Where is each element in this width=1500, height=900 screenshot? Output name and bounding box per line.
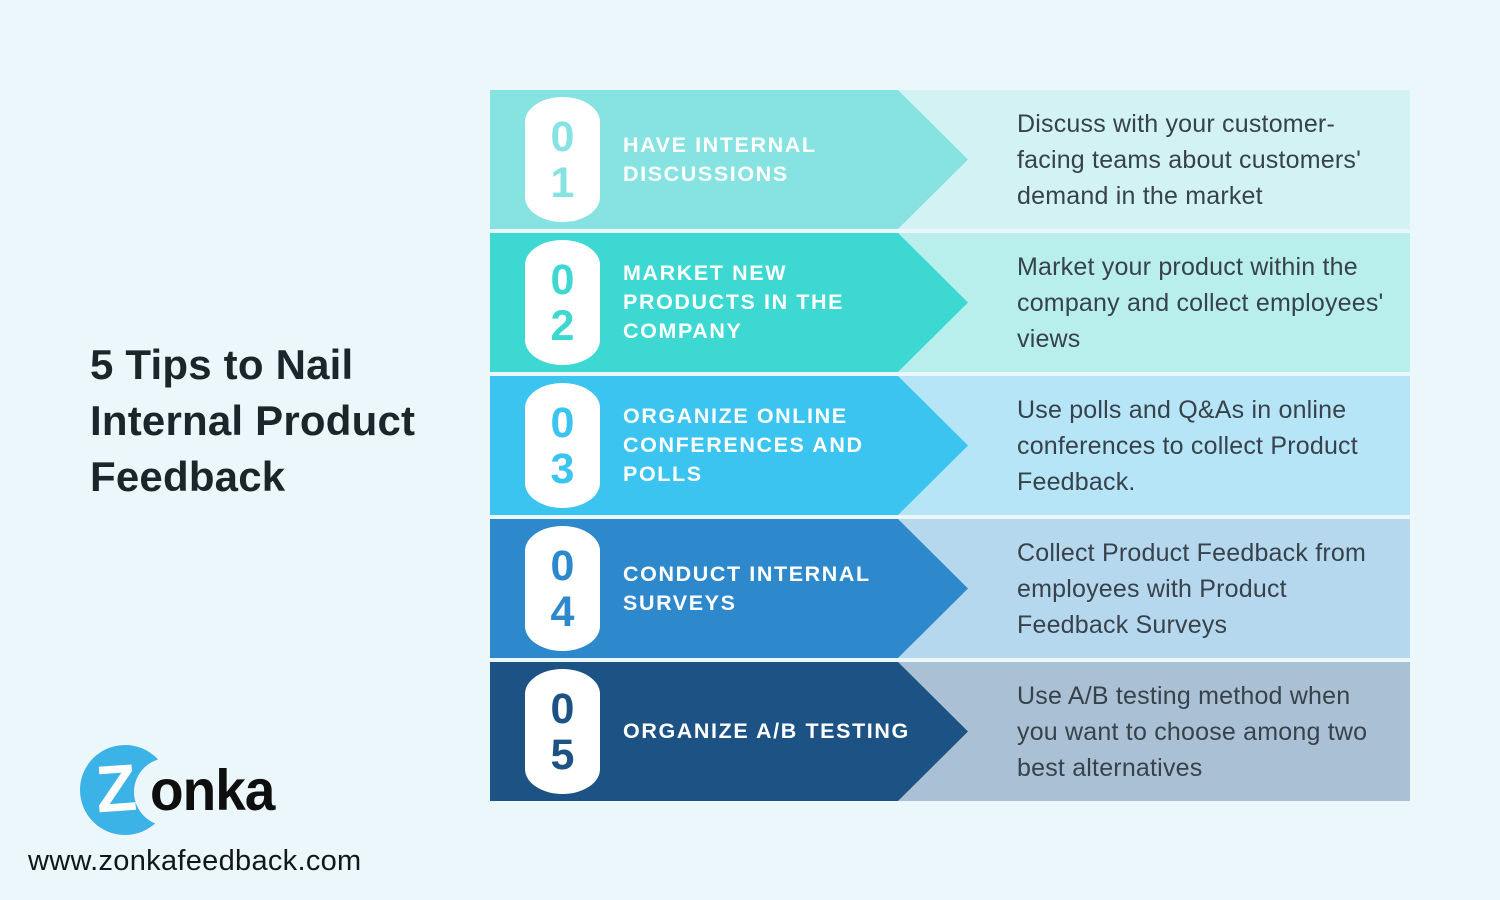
step-number-digit: 2 xyxy=(550,301,575,350)
step-number-badge: 0 1 xyxy=(525,97,600,222)
step-banner-arrow: 0 1 HAVE INTERNAL DISCUSSIONS xyxy=(490,90,968,229)
page-title: 5 Tips to Nail Internal Product Feedback xyxy=(90,341,416,500)
step-row-3: 0 3 ORGANIZE ONLINE CONFERENCES AND POLL… xyxy=(490,376,1410,515)
step-number-digit: 0 xyxy=(550,398,575,447)
step-number-badge: 0 3 xyxy=(525,383,600,508)
step-row-2: 0 2 MARKET NEW PRODUCTS IN THE COMPANY M… xyxy=(490,233,1410,372)
step-label: HAVE INTERNAL DISCUSSIONS xyxy=(623,132,817,186)
step-description: Use A/B testing method when you want to … xyxy=(1017,681,1368,782)
step-banner-arrow: 0 3 ORGANIZE ONLINE CONFERENCES AND POLL… xyxy=(490,376,968,515)
step-label: MARKET NEW PRODUCTS IN THE COMPANY xyxy=(623,261,845,343)
steps-list: 0 1 HAVE INTERNAL DISCUSSIONS Discuss wi… xyxy=(490,90,1410,805)
step-number-digit: 3 xyxy=(550,444,575,493)
zonka-logo-z: Z xyxy=(93,749,139,827)
step-description-panel: Market your product within the company a… xyxy=(898,233,1410,372)
step-number-badge: 0 4 xyxy=(525,526,600,651)
zonka-logo: Z onka xyxy=(80,738,380,846)
step-description: Discuss with your customer-facing teams … xyxy=(1017,109,1362,210)
step-description: Collect Product Feedback from employees … xyxy=(1017,538,1367,639)
step-number-digit: 0 xyxy=(550,541,575,590)
step-banner-arrow: 0 2 MARKET NEW PRODUCTS IN THE COMPANY xyxy=(490,233,968,372)
step-label: ORGANIZE ONLINE CONFERENCES AND POLLS xyxy=(623,404,864,486)
step-description-panel: Use polls and Q&As in online conferences… xyxy=(898,376,1410,515)
step-number-digit: 0 xyxy=(550,255,575,304)
step-number-digit: 1 xyxy=(550,158,575,207)
step-description-panel: Discuss with your customer-facing teams … xyxy=(898,90,1410,229)
step-description-panel: Use A/B testing method when you want to … xyxy=(898,662,1410,801)
step-number-digit: 5 xyxy=(550,730,575,779)
step-banner-arrow: 0 4 CONDUCT INTERNAL SURVEYS xyxy=(490,519,968,658)
website-url: www.zonkafeedback.com xyxy=(28,845,362,877)
step-label: CONDUCT INTERNAL SURVEYS xyxy=(623,561,871,615)
step-description: Market your product within the company a… xyxy=(1017,252,1384,353)
step-description-panel: Collect Product Feedback from employees … xyxy=(898,519,1410,658)
step-row-1: 0 1 HAVE INTERNAL DISCUSSIONS Discuss wi… xyxy=(490,90,1410,229)
step-number-digit: 0 xyxy=(550,112,575,161)
zonka-logo-wordmark: onka xyxy=(150,757,275,823)
step-row-5: 0 5 ORGANIZE A/B TESTING Use A/B testing… xyxy=(490,662,1410,801)
step-number-digit: 0 xyxy=(550,684,575,733)
step-description: Use polls and Q&As in online conferences… xyxy=(1017,395,1358,496)
step-number-badge: 0 2 xyxy=(525,240,600,365)
zonka-logo-crescent-cutout xyxy=(134,758,202,826)
step-banner-arrow: 0 5 ORGANIZE A/B TESTING xyxy=(490,662,968,801)
step-number-digit: 4 xyxy=(550,587,575,636)
step-row-4: 0 4 CONDUCT INTERNAL SURVEYS Collect Pro… xyxy=(490,519,1410,658)
step-label: ORGANIZE A/B TESTING xyxy=(623,719,910,743)
step-number-badge: 0 5 xyxy=(525,669,600,794)
